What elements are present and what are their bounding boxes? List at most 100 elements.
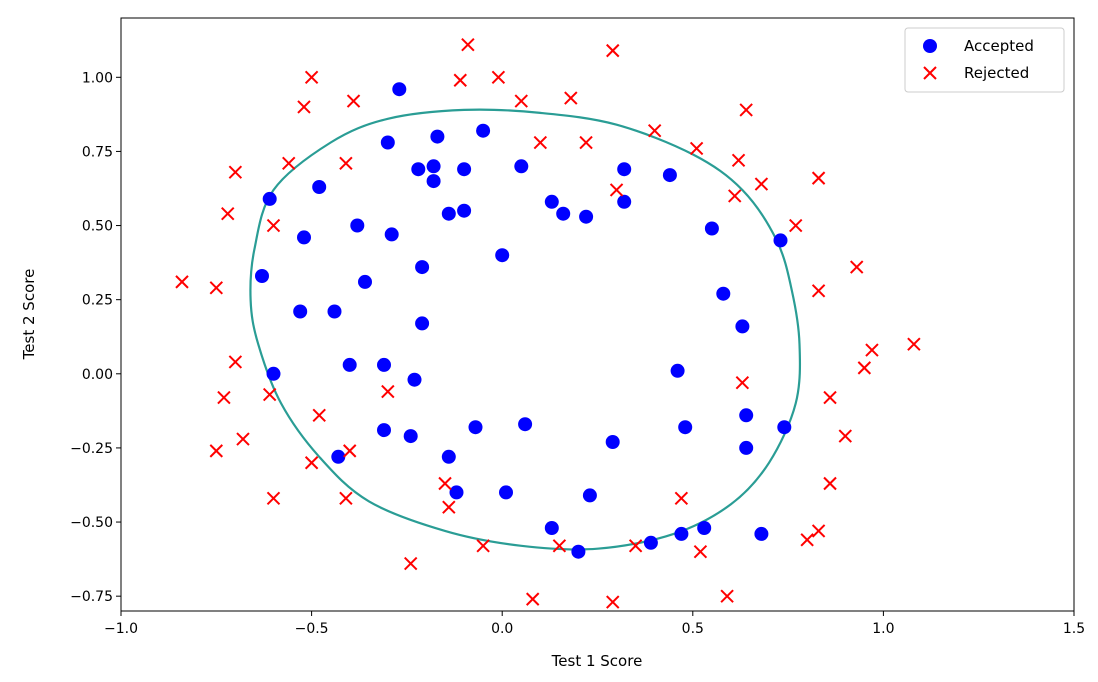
rejected-point: [236, 432, 250, 446]
rejected-point: [823, 476, 837, 491]
rejected-point: [339, 156, 353, 170]
y-tick-label: 0.75: [82, 144, 113, 160]
rejected-point: [217, 390, 231, 405]
y-tick-label: 0.50: [82, 219, 113, 235]
rejected-point: [262, 387, 277, 402]
accepted-point: [377, 357, 391, 372]
accepted-point: [407, 372, 422, 387]
accepted-point: [739, 408, 754, 423]
rejected-point: [606, 595, 620, 609]
rejected-point: [282, 156, 296, 170]
accepted-point: [495, 248, 510, 263]
x-tick-label: 0.0: [491, 621, 513, 637]
rejected-point: [525, 592, 540, 606]
legend-accepted-label: Accepted: [964, 37, 1034, 55]
accepted-point: [662, 168, 677, 183]
accepted-point: [670, 363, 685, 378]
rejected-point: [823, 390, 837, 405]
accepted-point: [384, 227, 399, 242]
rejected-point: [175, 275, 189, 289]
accepted-point: [441, 206, 456, 221]
accepted-point: [754, 526, 769, 541]
y-tick-label: −0.75: [70, 589, 113, 605]
x-axis-ticks: −1.0 −0.5 0.0 0.5 1.0 1.5: [104, 611, 1085, 637]
accepted-point: [415, 316, 430, 331]
rejected-point: [731, 153, 746, 168]
y-tick-label: 0.25: [82, 293, 113, 309]
rejected-point: [209, 444, 224, 458]
accepted-point: [678, 420, 693, 435]
data-points-layer: [175, 37, 921, 609]
rejected-point: [346, 94, 361, 108]
accepted-point: [350, 218, 365, 233]
rejected-point: [442, 500, 456, 514]
rejected-point: [606, 43, 620, 58]
accepted-point: [426, 174, 441, 189]
accepted-point: [674, 526, 689, 541]
accepted-point: [773, 233, 788, 248]
rejected-point: [857, 361, 872, 375]
y-axis-ticks: −0.75 −0.50 −0.25 0.00 0.25 0.50 0.75 1.00: [70, 70, 121, 605]
accepted-point: [266, 366, 281, 381]
accepted-point: [617, 194, 632, 209]
accepted-point: [411, 162, 426, 177]
accepted-point: [331, 449, 346, 464]
rejected-point: [304, 70, 319, 85]
rejected-point: [514, 94, 528, 108]
accepted-point: [571, 544, 586, 559]
accepted-point: [426, 159, 441, 174]
accepted-point: [544, 521, 559, 535]
accepted-point: [377, 423, 391, 438]
rejected-point: [838, 429, 852, 443]
rejected-point: [297, 100, 311, 114]
rejected-point: [228, 355, 243, 369]
x-tick-label: −0.5: [295, 621, 329, 637]
legend-accepted-marker: [923, 39, 937, 53]
accepted-point: [739, 440, 754, 455]
y-tick-label: 0.00: [82, 367, 113, 383]
rejected-point: [533, 135, 548, 150]
accepted-point: [735, 319, 750, 334]
rejected-point: [312, 408, 326, 423]
rejected-point: [476, 539, 490, 553]
rejected-point: [491, 70, 506, 85]
accepted-point: [716, 286, 731, 301]
legend-box: [904, 27, 1065, 93]
accepted-point: [293, 304, 308, 319]
rejected-point: [811, 524, 826, 538]
rejected-point: [628, 539, 643, 553]
accepted-point: [643, 535, 658, 550]
legend: Accepted Rejected: [904, 27, 1065, 93]
decision-boundary-layer: [249, 108, 802, 551]
accepted-point: [704, 221, 719, 236]
accepted-point: [617, 162, 632, 177]
rejected-point: [304, 456, 319, 470]
accepted-point: [579, 209, 594, 224]
rejected-point: [739, 103, 753, 117]
accepted-point: [457, 203, 472, 218]
rejected-point: [381, 384, 395, 399]
accepted-point: [415, 260, 430, 275]
accepted-point: [514, 159, 529, 174]
rejected-point: [221, 206, 235, 221]
accepted-point: [457, 162, 472, 177]
rejected-point: [647, 123, 662, 138]
accepted-point: [476, 123, 491, 138]
accepted-point: [441, 449, 456, 464]
rejected-point: [850, 260, 864, 274]
rejected-point: [811, 171, 826, 185]
accepted-point: [697, 521, 712, 535]
decision-boundary-curve: [249, 108, 802, 551]
accepted-point: [556, 206, 571, 221]
accepted-point: [358, 274, 372, 289]
rejected-point: [579, 135, 593, 150]
accepted-point: [518, 417, 533, 432]
accepted-point: [403, 429, 418, 444]
rejected-point: [689, 141, 704, 156]
y-tick-label: −0.25: [70, 441, 113, 457]
rejected-point: [552, 539, 567, 553]
rejected-point: [404, 556, 418, 571]
x-tick-label: 1.5: [1063, 621, 1085, 637]
